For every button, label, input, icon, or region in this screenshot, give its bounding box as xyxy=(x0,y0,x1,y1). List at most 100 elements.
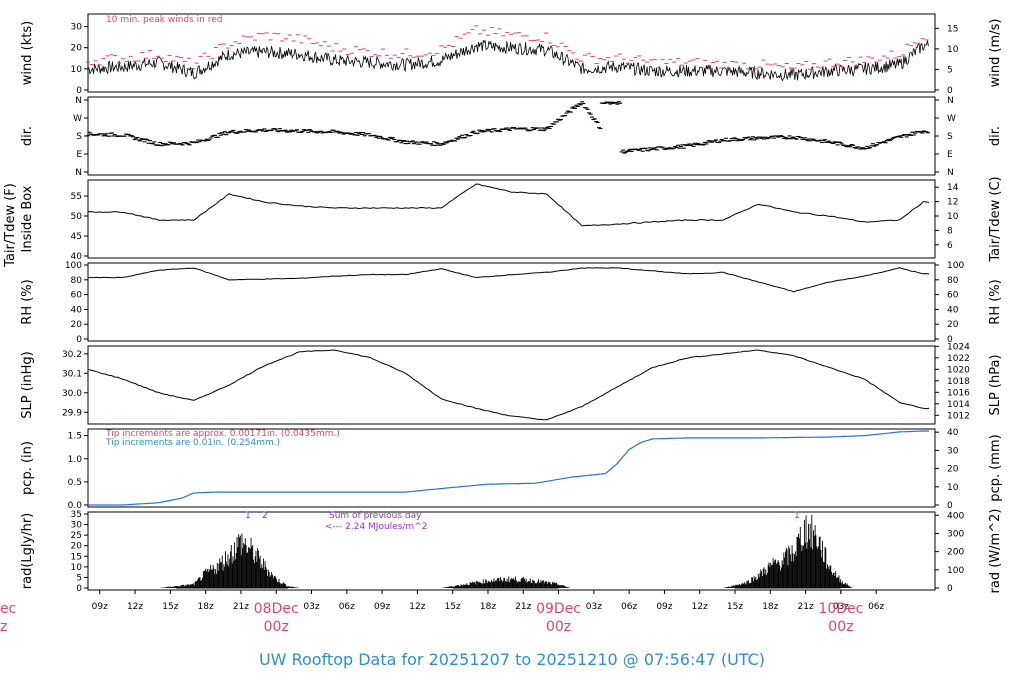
x-tick-label: 18z xyxy=(762,602,778,612)
radiation-ytick-right-label: 300 xyxy=(947,529,964,539)
pressure-ylabel: SLP (inHg) xyxy=(20,351,35,419)
pressure-ytick-label: 30.0 xyxy=(62,389,82,399)
panel-wind: 0 10 20 30 0 5 10 15 wind (kts) wind (m/s) 10 min.… xyxy=(20,13,1003,96)
pressure-ytick-label: 30.2 xyxy=(62,350,82,360)
wind-ytick-right-label: 0 xyxy=(947,86,953,96)
x-tick-label: 12z xyxy=(409,602,425,612)
humidity-ytick-label: 40 xyxy=(71,305,83,315)
direction-ytick-right-label: W xyxy=(947,114,956,124)
radiation-ytick-label: 25 xyxy=(71,531,82,541)
temperature-ytick-right-label: 14 xyxy=(947,183,959,193)
x-tick-label: 09z xyxy=(656,602,672,612)
rad-mark-3: 1 xyxy=(794,511,800,521)
day-label-date: 09Dec xyxy=(536,601,581,617)
temperature-ylabel-right: Tair/Tdew (C) xyxy=(988,176,1003,262)
pcp-note-2: Tip increments are 0.01in. (0.254mm.) xyxy=(105,438,280,448)
day-label-date: 10Dec xyxy=(818,601,863,617)
rad-mark-1: 1 xyxy=(245,511,251,521)
precipitation-ytick-label: 1.0 xyxy=(68,455,83,465)
figure-title: UW Rooftop Data for 20251207 to 20251210… xyxy=(259,650,765,669)
day-label-hour: 00z xyxy=(828,619,853,635)
radiation-ytick-right-label: 0 xyxy=(947,584,953,594)
humidity-ytick-label: 20 xyxy=(71,320,83,330)
wind-peak-marks xyxy=(86,25,929,71)
radiation-ytick-right-label: 400 xyxy=(947,511,964,521)
x-tick-label: 15z xyxy=(162,602,178,612)
radiation-ytick-label: 0 xyxy=(76,584,82,594)
temperature-ytick-right-label: 6 xyxy=(947,241,953,251)
left-cut-hour: z xyxy=(0,619,7,635)
direction-ytick-label: W xyxy=(73,114,82,124)
panel-precipitation: 0.0 0.5 1.0 1.5 0 10 20 30 40 pcp. (in) pcp. (mm) T… xyxy=(20,428,1003,511)
humidity-ytick-right-label: 20 xyxy=(947,320,959,330)
x-tick-label: 21z xyxy=(233,602,249,612)
wind-ylabel-right: wind (m/s) xyxy=(988,19,1003,88)
humidity-ytick-right-label: 40 xyxy=(947,305,959,315)
pressure-ytick-right-label: 1022 xyxy=(947,354,970,364)
x-tick-label: 15z xyxy=(727,602,743,612)
humidity-ytick-right-label: 100 xyxy=(947,261,964,271)
humidity-line xyxy=(88,267,930,293)
direction-points xyxy=(86,101,930,154)
temperature-ytick-label: 50 xyxy=(71,212,83,222)
precipitation-ytick-label: 0.5 xyxy=(68,478,82,488)
temperature-ytick-right-label: 10 xyxy=(947,212,959,222)
radiation-frame xyxy=(87,511,936,591)
humidity-ylabel: RH (%) xyxy=(20,279,35,324)
direction-ytick-right-label: N xyxy=(947,96,954,106)
day-label-hour: 00z xyxy=(264,619,289,635)
precipitation-frame xyxy=(87,428,936,508)
x-tick-label: 15z xyxy=(445,602,461,612)
temperature-line xyxy=(87,183,930,227)
wind-ytick-right-label: 5 xyxy=(947,65,953,75)
pressure-ytick-right-label: 1024 xyxy=(947,342,970,352)
precipitation-ytick-right-label: 20 xyxy=(947,465,959,475)
humidity-ytick-label: 60 xyxy=(71,291,83,301)
left-cut-date: ec xyxy=(0,601,16,617)
radiation-ytick-label: 35 xyxy=(71,510,82,520)
humidity-ytick-label: 80 xyxy=(71,276,83,286)
temperature-ytick-label: 55 xyxy=(71,192,82,202)
x-tick-label: 21z xyxy=(515,602,531,612)
radiation-ytick-label: 30 xyxy=(71,521,83,531)
x-tick-label: 12z xyxy=(692,602,708,612)
wind-ytick-label: 10 xyxy=(71,65,83,75)
pressure-ytick-label: 29.9 xyxy=(62,408,82,418)
pressure-frame xyxy=(87,345,936,425)
x-tick-label: 09z xyxy=(92,602,108,612)
pcp-note-1: Tip increments are approx. 0.00171in. (0… xyxy=(105,429,340,439)
day-label-hour: 00z xyxy=(546,619,571,635)
pressure-line xyxy=(87,349,930,421)
temperature-ytick-label: 45 xyxy=(71,232,82,242)
humidity-ytick-label: 0 xyxy=(76,335,82,345)
pressure-ytick-right-label: 1018 xyxy=(947,377,970,387)
radiation-bars xyxy=(159,514,853,588)
x-tick-label: 21z xyxy=(798,602,814,612)
temperature-ylabel-2: Inside Box xyxy=(20,185,35,252)
wind-ytick-label: 0 xyxy=(76,86,82,96)
humidity-frame xyxy=(87,262,936,342)
humidity-ytick-right-label: 0 xyxy=(947,335,953,345)
wind-ytick-right-label: 10 xyxy=(947,45,959,55)
direction-ylabel: dir. xyxy=(20,126,35,146)
pressure-ylabel-right: SLP (hPa) xyxy=(988,354,1003,415)
direction-ytick-label: N xyxy=(75,168,82,178)
wind-ytick-right-label: 15 xyxy=(947,24,958,34)
temperature-ytick-right-label: 12 xyxy=(947,198,958,208)
x-tick-label: 06z xyxy=(621,602,637,612)
direction-ytick-label: E xyxy=(76,150,82,160)
precipitation-ytick-right-label: 40 xyxy=(947,428,959,438)
precipitation-ytick-label: 1.5 xyxy=(68,432,82,442)
radiation-ylabel: rad(Lgly/hr) xyxy=(20,513,35,589)
x-tick-label: 03z xyxy=(833,602,849,612)
precipitation-ytick-right-label: 10 xyxy=(947,483,959,493)
direction-ytick-right-label: N xyxy=(947,168,954,178)
humidity-ytick-label: 100 xyxy=(65,261,82,271)
pressure-ytick-right-label: 1014 xyxy=(947,400,970,410)
panel-humidity: 0 20 40 60 80 100 0 20 40 60 80 100 RH (%) RH (%) xyxy=(20,261,1003,345)
temperature-ytick-label: 40 xyxy=(71,252,83,262)
